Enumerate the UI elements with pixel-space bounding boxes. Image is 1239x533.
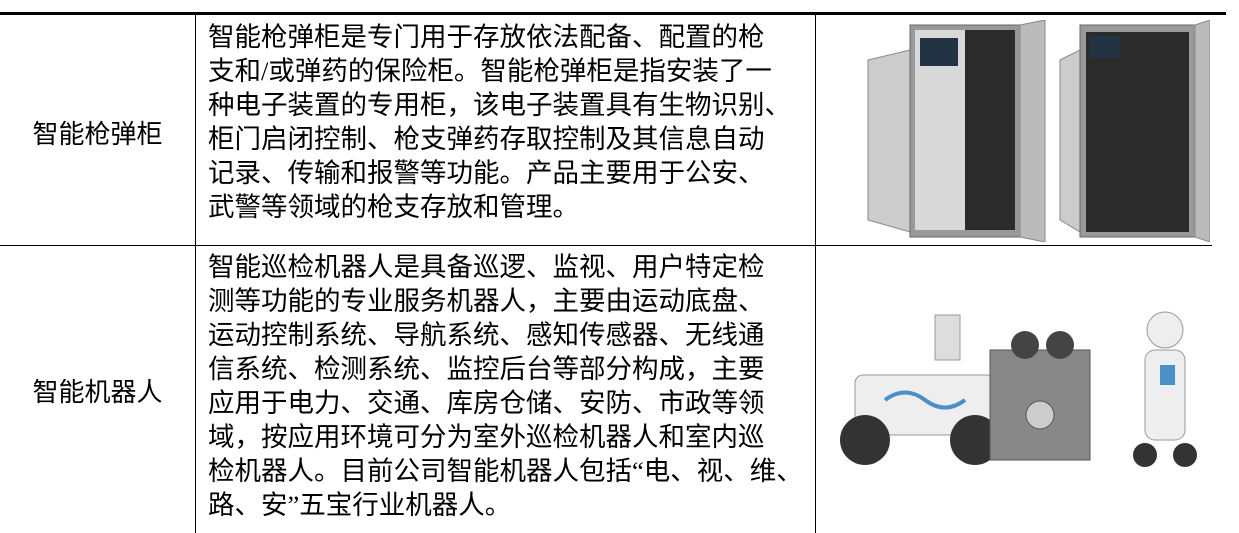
description-line: 武警等领域的枪支存放和管理。 (208, 192, 579, 222)
column-divider (815, 14, 816, 533)
description-line: 测等功能的专业服务机器人，主要由运动底盘、 (208, 286, 765, 316)
row-label: 智能枪弹柜 (32, 120, 163, 149)
row-divider (0, 245, 1212, 246)
description-line: 智能枪弹柜是专门用于存放依法配备、配置的枪 (208, 22, 765, 52)
robot (840, 314, 1000, 465)
row-label: 智能机器人 (32, 378, 163, 407)
description-line: 域，按应用环境可分为室外巡检机器人和室内巡 (208, 422, 765, 452)
description-line: 种电子装置的专用柜，该电子装置具有生物识别、 (208, 90, 791, 120)
description-line: 信系统、检测系统、监控后台等部分构成，主要 (208, 354, 765, 384)
cabinet-image (867, 20, 1210, 242)
description-line: 柜门启闭控制、枪支弹药存取控制及其信息自动 (208, 124, 765, 154)
robot (1133, 311, 1197, 467)
description-line: 智能巡检机器人是具备巡逻、监视、用户特定检 (208, 252, 765, 282)
cabinet (1059, 20, 1210, 242)
description-line: 路、安”五宝行业机器人。 (208, 490, 512, 520)
description-line: 检机器人。目前公司智能机器人包括“电、视、维、 (208, 456, 803, 486)
description-line: 支和/或弹药的保险柜。智能枪弹柜是指安装了一 (208, 56, 772, 86)
robot (989, 331, 1091, 461)
description-line: 运动控制系统、导航系统、感知传感器、无线通 (208, 320, 765, 350)
top-border (0, 12, 1226, 15)
description: 智能巡检机器人是具备巡逻、监视、用户特定检 测等功能的专业服务机器人，主要由运动底… (208, 250, 808, 522)
description: 智能枪弹柜是专门用于存放依法配备、配置的枪 支和/或弹药的保险柜。智能枪弹柜是指安… (208, 20, 808, 224)
cabinet (867, 20, 1046, 242)
robot-image (840, 311, 1197, 467)
column-divider (195, 14, 196, 533)
description-line: 记录、传输和报警等功能。产品主要用于公安、 (208, 158, 765, 188)
description-line: 应用于电力、交通、库房仓储、安防、市政等领 (208, 388, 765, 418)
